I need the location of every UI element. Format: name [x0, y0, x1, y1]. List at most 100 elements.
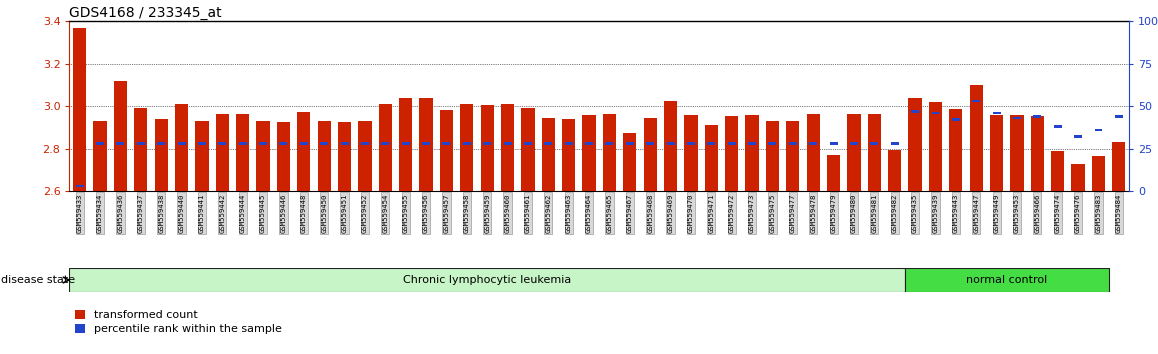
- Bar: [952, 119, 960, 121]
- Bar: [402, 142, 410, 145]
- Bar: [871, 142, 878, 145]
- Bar: [259, 142, 267, 145]
- Bar: [727, 142, 735, 145]
- Text: disease state: disease state: [1, 275, 75, 285]
- Bar: [623, 133, 637, 191]
- Bar: [338, 122, 351, 191]
- Text: GSM559458: GSM559458: [464, 193, 470, 233]
- Text: GSM559482: GSM559482: [892, 193, 897, 233]
- Text: GSM559448: GSM559448: [301, 193, 307, 233]
- Text: GSM559451: GSM559451: [342, 193, 347, 233]
- Bar: [829, 142, 837, 145]
- Bar: [827, 155, 841, 191]
- Bar: [298, 112, 310, 191]
- Text: GSM559452: GSM559452: [362, 193, 368, 233]
- Bar: [96, 142, 104, 145]
- Bar: [708, 142, 716, 145]
- Bar: [379, 104, 391, 191]
- Bar: [809, 142, 818, 145]
- Bar: [361, 142, 369, 145]
- Text: GSM559470: GSM559470: [688, 193, 694, 233]
- Bar: [521, 108, 535, 191]
- Bar: [175, 104, 188, 191]
- Bar: [789, 142, 797, 145]
- Text: GSM559447: GSM559447: [973, 193, 980, 233]
- Bar: [1115, 115, 1123, 118]
- Bar: [317, 121, 331, 191]
- Bar: [646, 142, 654, 145]
- Text: GSM559444: GSM559444: [240, 193, 245, 233]
- Bar: [565, 142, 573, 145]
- Text: GSM559450: GSM559450: [321, 193, 328, 233]
- Bar: [419, 98, 433, 191]
- Text: GSM559442: GSM559442: [219, 193, 226, 233]
- Text: GSM559468: GSM559468: [647, 193, 653, 233]
- Bar: [544, 142, 552, 145]
- Text: GSM559483: GSM559483: [1095, 193, 1101, 233]
- Bar: [196, 121, 208, 191]
- Bar: [850, 142, 858, 145]
- Text: GSM559479: GSM559479: [830, 193, 836, 233]
- Text: GSM559460: GSM559460: [505, 193, 511, 233]
- Bar: [562, 119, 576, 191]
- Bar: [606, 142, 614, 145]
- Bar: [746, 115, 758, 191]
- Text: GSM559433: GSM559433: [76, 193, 82, 233]
- Bar: [867, 114, 881, 191]
- Bar: [236, 114, 249, 191]
- Text: GSM559462: GSM559462: [545, 193, 551, 233]
- Bar: [523, 142, 532, 145]
- Text: GSM559475: GSM559475: [769, 193, 776, 233]
- Bar: [73, 28, 87, 191]
- Text: Chronic lymphocytic leukemia: Chronic lymphocytic leukemia: [403, 275, 571, 285]
- Bar: [911, 110, 919, 113]
- Bar: [931, 112, 939, 114]
- Bar: [705, 125, 718, 191]
- Bar: [909, 98, 922, 191]
- Bar: [440, 110, 453, 191]
- Text: GDS4168 / 233345_at: GDS4168 / 233345_at: [69, 6, 222, 20]
- Bar: [684, 115, 697, 191]
- Bar: [687, 142, 695, 145]
- Bar: [725, 116, 739, 191]
- Bar: [381, 142, 389, 145]
- Bar: [256, 121, 270, 191]
- Text: GSM559461: GSM559461: [525, 193, 532, 233]
- Bar: [463, 142, 471, 145]
- Legend: transformed count, percentile rank within the sample: transformed count, percentile rank withi…: [75, 310, 281, 334]
- Bar: [177, 142, 185, 145]
- Bar: [134, 108, 147, 191]
- Text: GSM559446: GSM559446: [280, 193, 286, 233]
- Bar: [888, 150, 901, 191]
- Bar: [904, 268, 1108, 292]
- Bar: [400, 98, 412, 191]
- Bar: [279, 142, 287, 145]
- Text: GSM559443: GSM559443: [953, 193, 959, 233]
- Text: GSM559465: GSM559465: [607, 193, 613, 233]
- Text: GSM559440: GSM559440: [178, 193, 184, 233]
- Bar: [94, 121, 107, 191]
- Text: GSM559484: GSM559484: [1116, 193, 1122, 233]
- Bar: [460, 104, 474, 191]
- Bar: [215, 114, 229, 191]
- Bar: [483, 142, 491, 145]
- Bar: [157, 142, 166, 145]
- Bar: [481, 105, 493, 191]
- Text: GSM559459: GSM559459: [484, 193, 490, 233]
- Bar: [423, 142, 430, 145]
- Text: GSM559439: GSM559439: [932, 193, 938, 233]
- Bar: [748, 142, 756, 145]
- Text: GSM559445: GSM559445: [261, 193, 266, 233]
- Text: GSM559471: GSM559471: [709, 193, 714, 233]
- Text: GSM559455: GSM559455: [403, 193, 409, 233]
- Text: normal control: normal control: [966, 275, 1048, 285]
- Bar: [277, 122, 290, 191]
- Text: GSM559449: GSM559449: [994, 193, 999, 233]
- Bar: [1054, 125, 1062, 128]
- Text: GSM559466: GSM559466: [1034, 193, 1040, 233]
- Bar: [769, 142, 776, 145]
- Text: GSM559456: GSM559456: [423, 193, 430, 233]
- Text: GSM559481: GSM559481: [871, 193, 878, 233]
- Text: GSM559474: GSM559474: [1055, 193, 1061, 233]
- Bar: [1075, 136, 1082, 138]
